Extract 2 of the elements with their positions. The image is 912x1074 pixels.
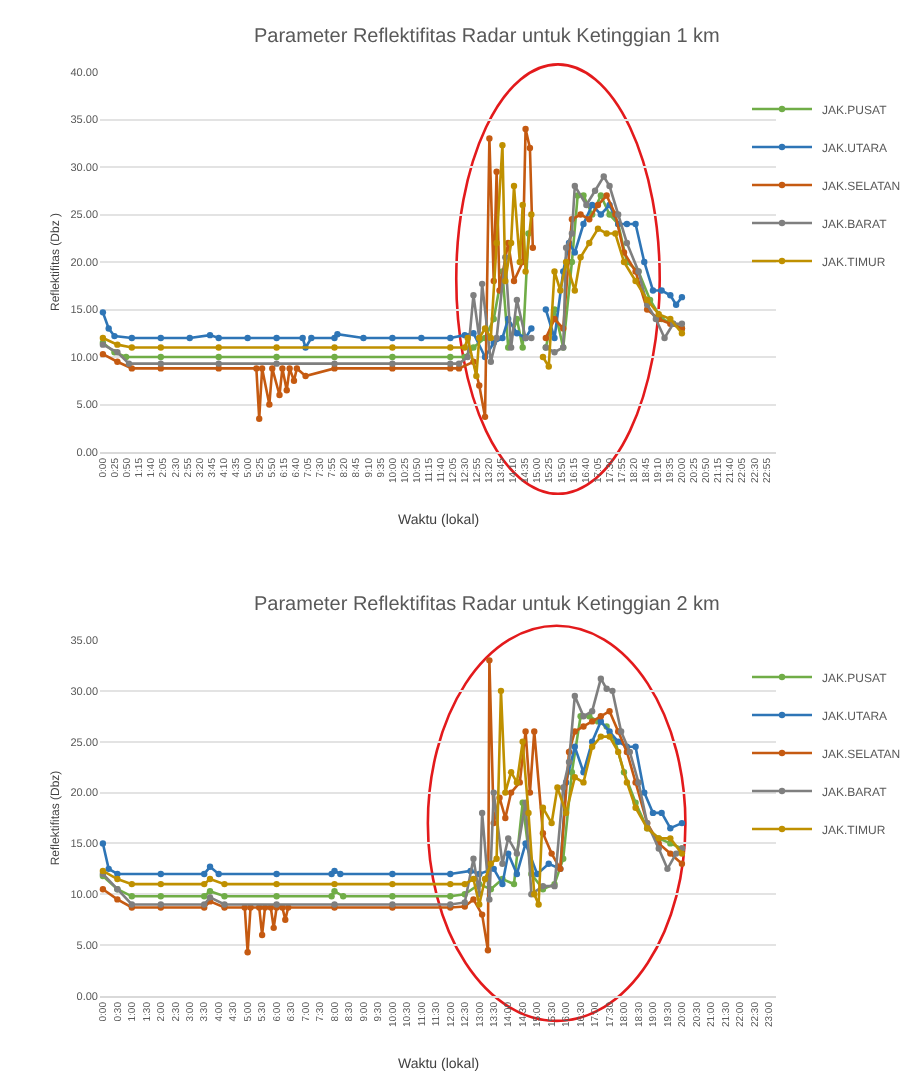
chart-title: Parameter Reflektifitas Radar untuk Ketinggian 1 km xyxy=(254,26,720,48)
chart-title: Parameter Reflektifitas Radar untuk Ketinggian 2 km xyxy=(254,594,720,616)
